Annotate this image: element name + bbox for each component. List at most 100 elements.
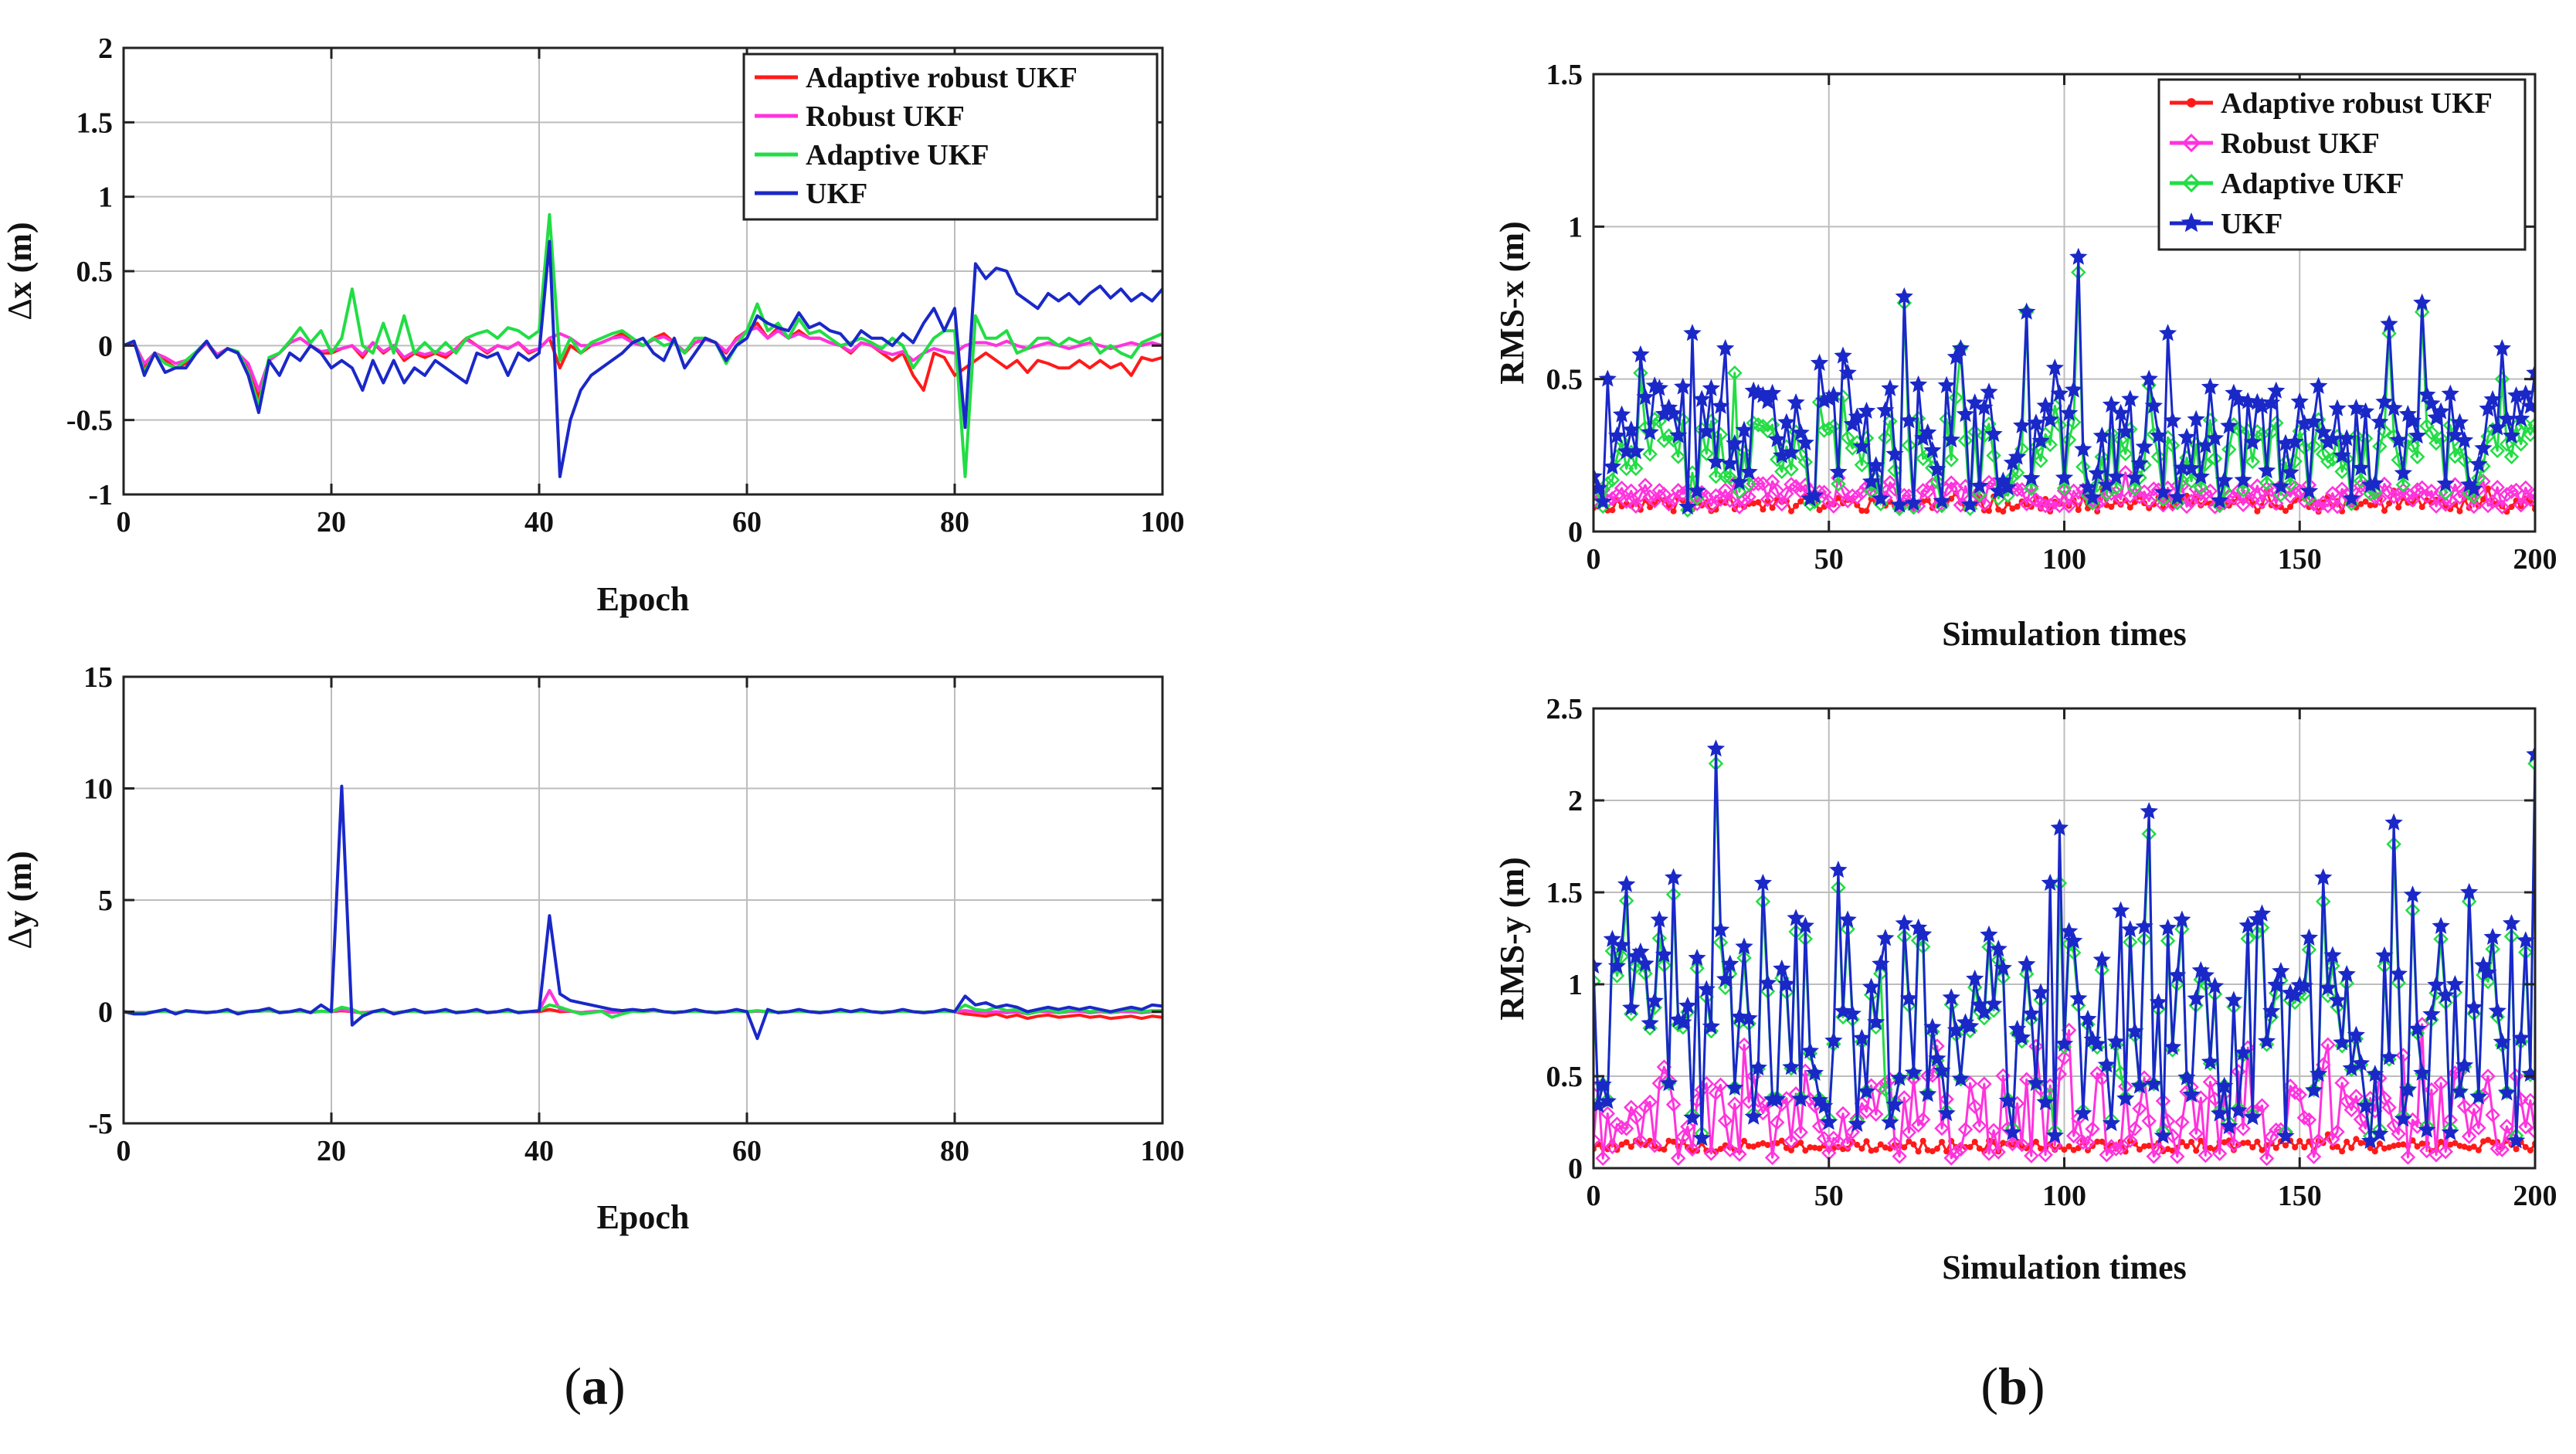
point-marker (2272, 1144, 2279, 1151)
point-marker (2221, 441, 2237, 457)
point-marker (1901, 1124, 1917, 1140)
point-marker (2262, 393, 2281, 411)
point-marker (1797, 454, 1814, 470)
point-marker (2320, 454, 2336, 470)
point-marker (1675, 1129, 1691, 1145)
point-marker (2056, 1050, 2072, 1065)
point-marker (1593, 1096, 1607, 1113)
point-marker (2121, 920, 2140, 938)
point-marker (2135, 917, 2153, 935)
x-tick-label: 80 (940, 1135, 969, 1167)
point-marker (2187, 989, 2205, 1007)
point-marker (2052, 498, 2068, 514)
point-marker (2188, 1126, 2204, 1141)
point-marker (2433, 430, 2449, 447)
point-marker (2461, 1143, 2468, 1150)
point-marker (2372, 491, 2388, 507)
point-marker (2353, 473, 2369, 489)
point-marker (1760, 506, 1767, 513)
point-marker (1678, 497, 1697, 515)
legend-label: UKF (2221, 208, 2282, 240)
point-marker (2456, 1143, 2463, 1150)
point-marker (2409, 482, 2425, 498)
point-marker (2245, 493, 2261, 508)
point-marker (2485, 1107, 2500, 1123)
point-marker (1593, 1133, 1601, 1148)
legend-marker (2187, 98, 2196, 107)
point-marker (1647, 493, 1663, 509)
point-marker (1957, 433, 1974, 449)
point-marker (1767, 430, 1787, 447)
y-tick-label: 1 (1568, 211, 1583, 243)
point-marker (1824, 1031, 1843, 1049)
point-marker (2480, 498, 2496, 514)
point-marker (2356, 1096, 2375, 1114)
point-marker (2032, 1138, 2039, 1145)
point-marker (2296, 1137, 2303, 1144)
chart-b-rmsx: 0 50 100 150 200 0 0.5 1 1.5 Simulation times RMS-… (1493, 59, 2557, 653)
point-marker (2036, 396, 2055, 414)
point-marker (1946, 347, 1966, 365)
point-marker (2083, 487, 2102, 506)
point-marker (1934, 1120, 1950, 1136)
point-marker (2323, 946, 2342, 963)
point-marker (2069, 247, 2088, 265)
point-marker (2257, 461, 2276, 479)
point-marker (2146, 1143, 2153, 1149)
point-marker (1604, 491, 1621, 507)
point-marker (2296, 1109, 2313, 1126)
point-marker (1664, 404, 1683, 422)
point-marker (2179, 450, 2194, 466)
point-marker (2314, 423, 2333, 440)
point-marker (1899, 989, 1918, 1007)
point-marker (2177, 427, 2196, 445)
point-marker (2013, 1028, 2031, 1046)
point-marker (1665, 491, 1682, 508)
point-marker (2436, 474, 2455, 492)
x-tick-label: 20 (317, 1135, 346, 1167)
point-marker (2168, 966, 2187, 983)
y-axis-label-symbol: Δ (1, 927, 39, 949)
point-marker (1638, 477, 1653, 493)
point-marker (2371, 501, 2378, 508)
point-marker (1746, 415, 1761, 431)
point-marker (2106, 467, 2126, 485)
point-marker (1593, 478, 1607, 497)
point-marker (2508, 504, 2515, 511)
point-marker (2466, 498, 2482, 515)
point-marker (1904, 494, 1923, 511)
x-tick-label: 200 (2513, 543, 2557, 576)
point-marker (1670, 508, 1677, 515)
x-tick-label: 100 (1141, 506, 1185, 538)
point-marker (1877, 1141, 1884, 1148)
point-marker (1764, 498, 1771, 504)
point-marker (1826, 419, 1841, 434)
point-marker (2522, 1143, 2529, 1150)
point-marker (1919, 423, 1937, 441)
y-tick-label: -1 (88, 479, 113, 511)
point-marker (2342, 489, 2361, 507)
point-marker (1967, 1099, 1983, 1115)
point-marker (1986, 1123, 2001, 1138)
point-marker (1609, 449, 1625, 464)
point-marker (2334, 1143, 2340, 1150)
point-marker (2445, 974, 2465, 993)
point-marker (2036, 1092, 2055, 1110)
point-marker (1692, 1129, 1711, 1147)
x-tick-label: 100 (2042, 1180, 2086, 1212)
point-marker (2055, 1034, 2074, 1052)
point-marker (2330, 498, 2345, 515)
point-marker (2405, 492, 2421, 508)
point-marker (1980, 382, 1998, 400)
x-tick-label: 50 (1814, 543, 1844, 576)
point-marker (2056, 481, 2072, 496)
point-marker (1788, 508, 1794, 515)
x-axis-label: Simulation times (1942, 1248, 2187, 1286)
point-marker (2141, 1143, 2148, 1150)
point-marker (2455, 430, 2474, 449)
point-marker (1977, 1076, 1992, 1092)
point-marker (2367, 502, 2374, 508)
point-marker (1986, 508, 1992, 515)
point-marker (1636, 954, 1655, 972)
point-marker (1797, 1140, 1804, 1147)
